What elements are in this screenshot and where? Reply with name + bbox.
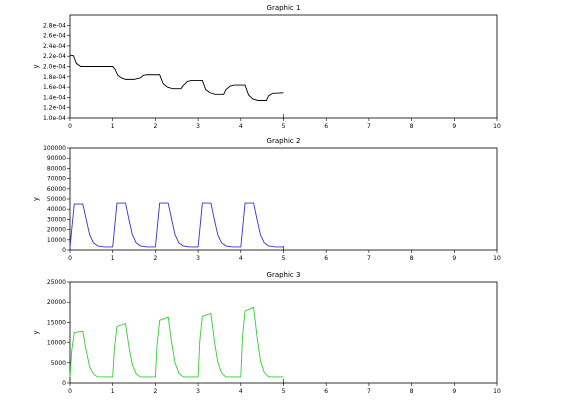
y-tick-label: 1.0e-04 [43, 115, 66, 122]
x-tick-label: 5 [282, 388, 286, 395]
y-tick-label: 1.6e-04 [43, 84, 66, 91]
y-tick-label: 60000 [47, 186, 66, 193]
plot-frame [69, 147, 498, 251]
x-tick-label: 8 [410, 123, 414, 130]
x-tick-label: 4 [239, 388, 243, 395]
y-tick-label: 1.4e-04 [43, 94, 66, 101]
x-tick-label: 3 [196, 123, 200, 130]
y-tick-label: 0 [62, 247, 66, 254]
x-tick-label: 2 [153, 123, 157, 130]
series-line-1 [69, 202, 284, 249]
y-tick-label: 5000 [51, 360, 66, 367]
chart-title: Graphic 2 [267, 137, 301, 145]
series-line-1 [69, 54, 284, 101]
x-tick-label: 0 [68, 255, 72, 262]
y-tick-label: 0 [62, 380, 66, 387]
x-tick-label: 3 [196, 388, 200, 395]
x-tick-label: 1 [111, 123, 115, 130]
x-tick-label: 10 [493, 388, 501, 395]
x-tick-label: 9 [452, 123, 456, 130]
x-tick-label: 2 [153, 388, 157, 395]
chart-1: Graphic 1 0 1 2 3 4 5 6 7 8 9 10 1.0e-04 1.2e-04 1.4e-… [32, 4, 501, 130]
x-tick-label: 6 [324, 255, 328, 262]
y-tick-label: 2.0e-04 [43, 64, 66, 71]
y-tick-label: 15000 [47, 319, 66, 326]
x-tick-label: 8 [410, 255, 414, 262]
x-tick-label: 9 [452, 388, 456, 395]
y-axis-label: y [32, 197, 40, 201]
chart-3: Graphic 3 0 1 2 3 4 5 6 7 8 9 10 0 5000 10000 15000 2000… [32, 271, 501, 395]
x-tick-label: 5 [282, 255, 286, 262]
plot-frame [69, 14, 498, 119]
x-tick-label: 1 [111, 388, 115, 395]
y-tick-label: 20000 [47, 227, 66, 234]
x-tick-label: 7 [367, 123, 371, 130]
x-tick-label: 7 [367, 255, 371, 262]
x-tick-label: 2 [153, 255, 157, 262]
y-tick-label: 2.4e-04 [43, 43, 66, 50]
x-tick-label: 9 [452, 255, 456, 262]
x-tick-label: 6 [324, 123, 328, 130]
chart-title: Graphic 1 [267, 4, 301, 12]
y-tick-label: 100000 [43, 145, 66, 152]
x-tick-label: 4 [239, 123, 243, 130]
y-tick-label: 40000 [47, 206, 66, 213]
y-tick-label: 2.6e-04 [43, 33, 66, 40]
y-tick-label: 70000 [47, 176, 66, 183]
x-tick-label: 8 [410, 388, 414, 395]
x-tick-label: 7 [367, 388, 371, 395]
x-tick-label: 10 [493, 123, 501, 130]
x-tick-label: 5 [282, 123, 286, 130]
y-tick-label: 1.8e-04 [43, 74, 66, 81]
x-tick-label: 0 [68, 123, 72, 130]
y-tick-label: 25000 [47, 279, 66, 286]
y-tick-label: 80000 [47, 165, 66, 172]
y-tick-label: 10000 [47, 237, 66, 244]
chart-2: Graphic 2 0 1 2 3 4 5 6 7 8 9 10 0 10000 20000 30000 400… [32, 137, 501, 262]
x-tick-label: 0 [68, 388, 72, 395]
series-line-1 [69, 306, 284, 378]
chart-title: Graphic 3 [267, 271, 301, 279]
y-tick-label: 1.2e-04 [43, 105, 66, 112]
y-tick-label: 2.8e-04 [43, 22, 66, 29]
y-tick-label: 30000 [47, 216, 66, 223]
y-axis-label: y [32, 64, 40, 68]
x-tick-label: 1 [111, 255, 115, 262]
y-tick-label: 20000 [47, 299, 66, 306]
y-tick-label: 2.2e-04 [43, 53, 66, 60]
x-tick-label: 3 [196, 255, 200, 262]
y-axis-label: y [32, 330, 40, 334]
x-tick-label: 4 [239, 255, 243, 262]
x-tick-label: 10 [493, 255, 501, 262]
y-tick-label: 50000 [47, 196, 66, 203]
y-tick-label: 90000 [47, 155, 66, 162]
y-tick-label: 10000 [47, 340, 66, 347]
x-tick-label: 6 [324, 388, 328, 395]
